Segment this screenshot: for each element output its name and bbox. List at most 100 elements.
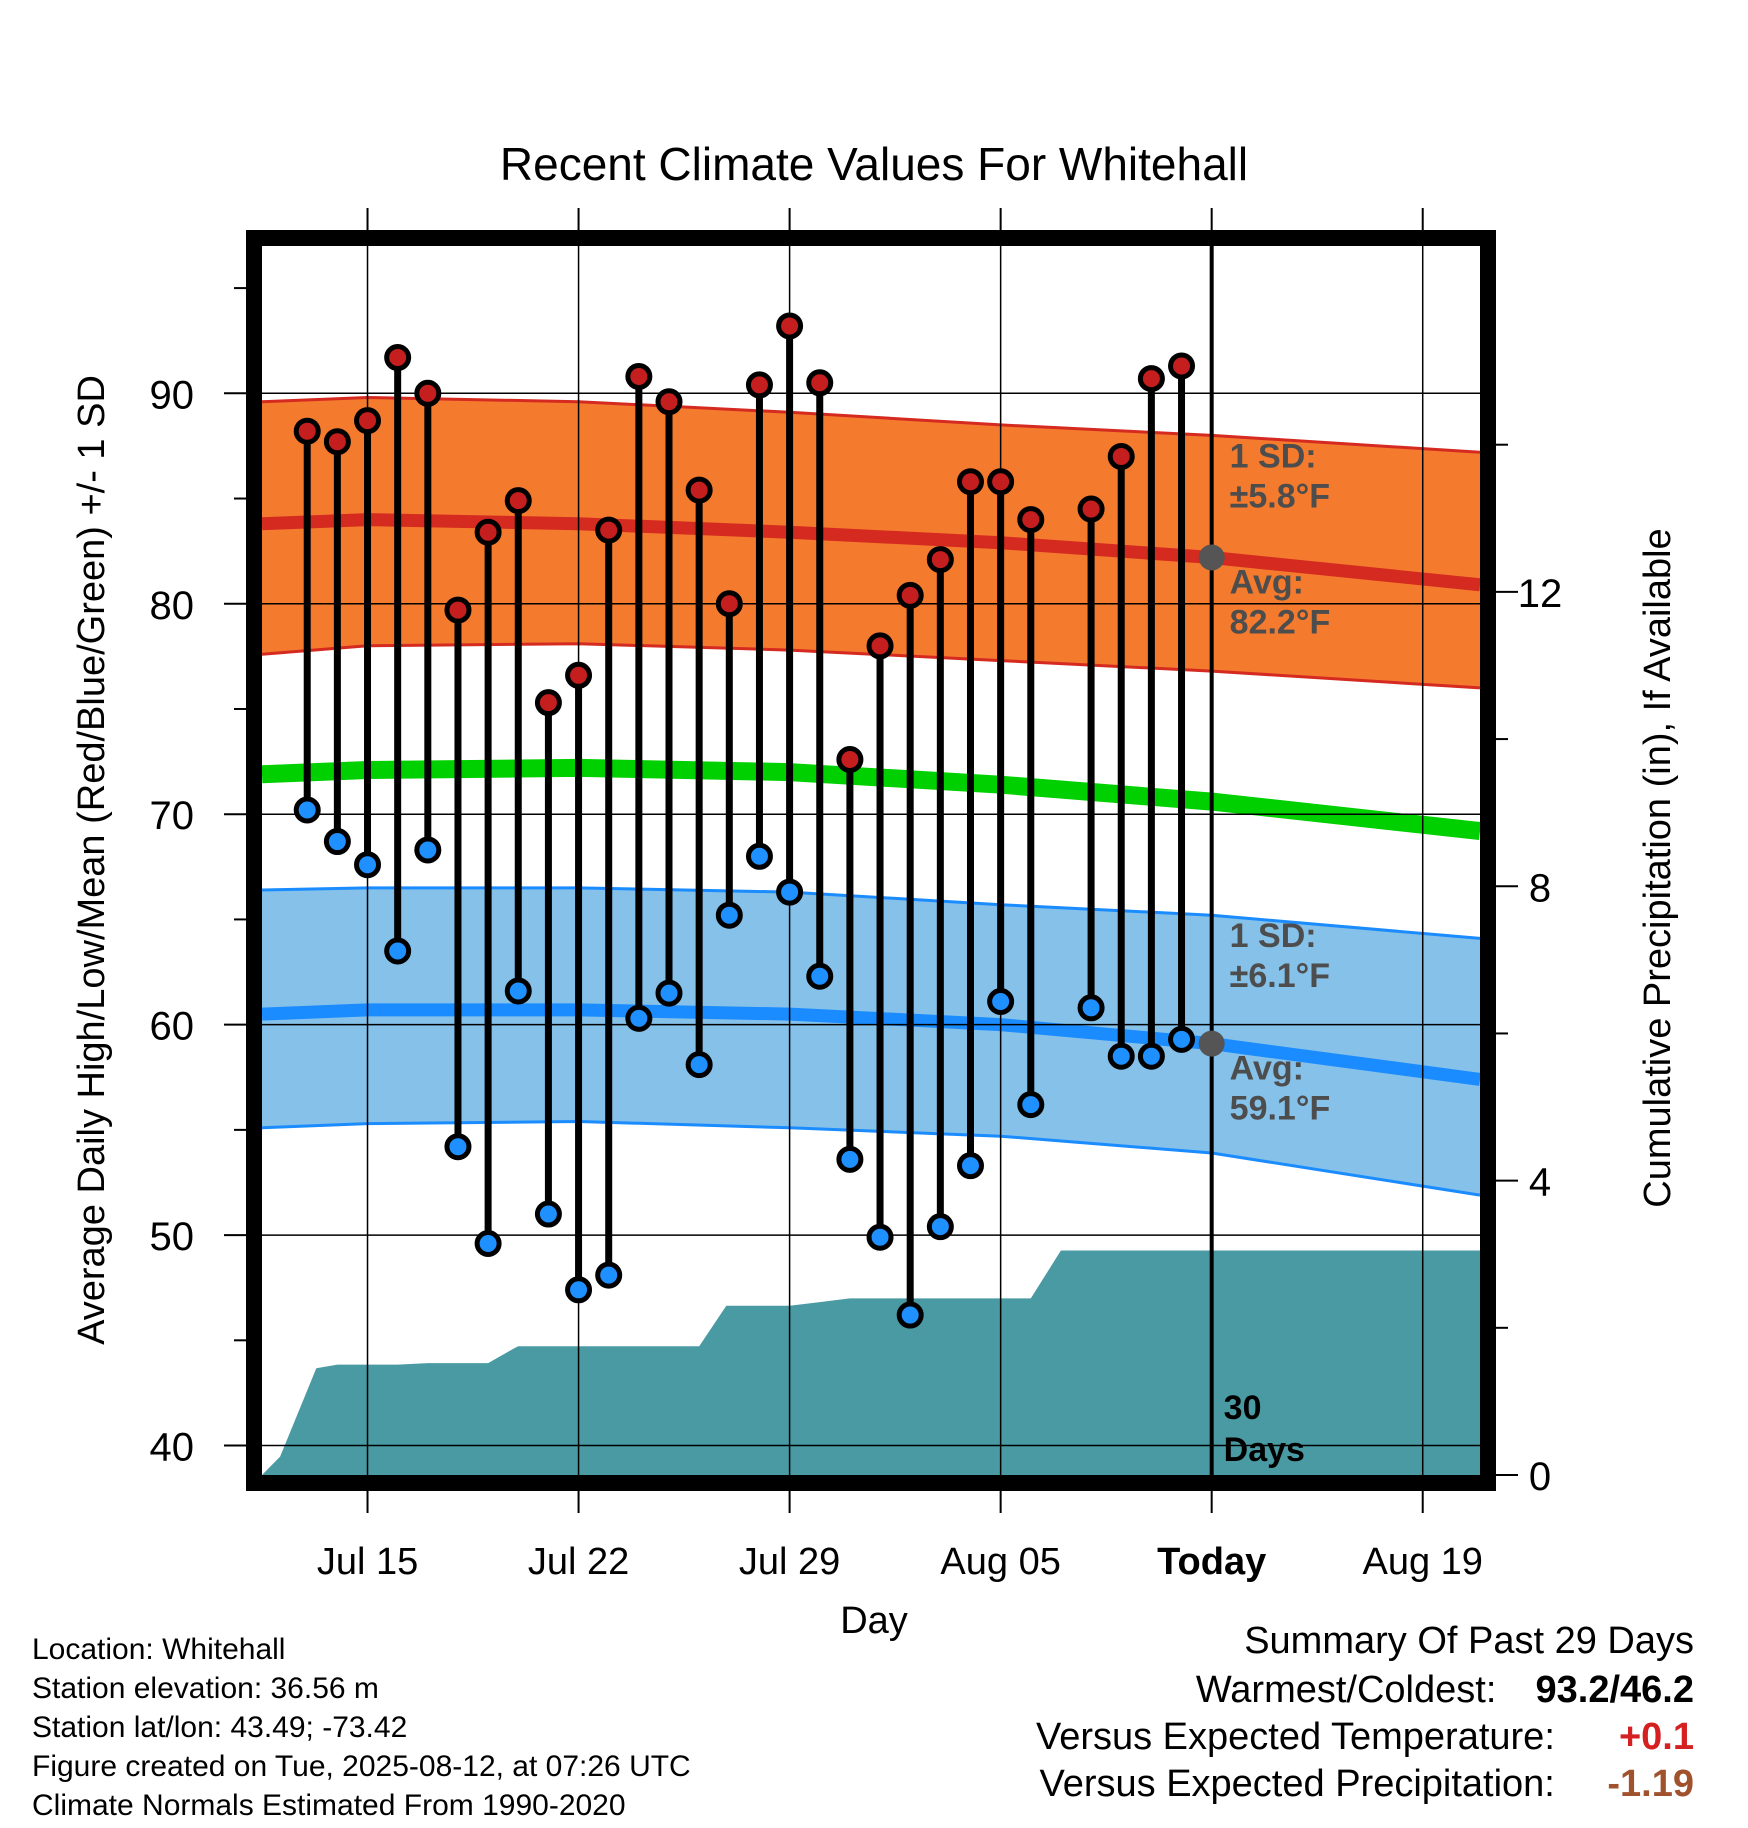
daily-low-point [1077,994,1105,1022]
low-sd-label-2: ±6.1°F [1230,957,1330,995]
precipitation-area [262,1250,1480,1475]
summary-title: Summary Of Past 29 Days [1244,1620,1694,1662]
x-axis-label: Day [840,1600,908,1642]
x-tick-label: Jul 29 [739,1541,840,1583]
low-avg-label-1: Avg: [1230,1050,1304,1088]
x-tick-label: Aug 05 [940,1541,1060,1583]
daily-high-point [745,371,773,399]
y-tick-label: 70 [150,794,195,838]
today-high-normal-marker [1198,544,1225,571]
daily-high-point [565,661,593,689]
daily-high-point [1107,442,1135,470]
normals-text: Climate Normals Estimated From 1990-2020 [32,1789,626,1822]
plot-frame [246,230,1496,1491]
daily-high-point [595,516,623,544]
daily-high-point [655,388,683,416]
daily-low-point [323,828,351,856]
mean-avg-line [262,758,1480,840]
daily-high-point [806,369,834,397]
y2-axis-label: Cumulative Precipitation (in), If Availa… [1637,528,1679,1207]
daily-low-point [384,937,412,965]
y-tick-label: 80 [150,584,195,628]
latlon-text: Station lat/lon: 43.49; -73.42 [32,1711,408,1744]
daily-high-point [444,596,472,624]
daily-high-point [956,468,984,496]
daily-low-point [987,987,1015,1015]
low-avg-label-2: 59.1°F [1230,1090,1331,1128]
daily-low-point [1017,1091,1045,1119]
daily-high-point [926,546,954,574]
daily-high-point [354,407,382,435]
daily-high-point [896,581,924,609]
daily-low-point [685,1051,713,1079]
daily-high-point [1137,365,1165,393]
warmest-coldest-label: Warmest/Coldest: [1195,1669,1497,1711]
elevation-text: Station elevation: 36.56 m [32,1672,379,1705]
daily-low-point [414,836,442,864]
daily-low-point [896,1301,924,1329]
daily-high-point [836,745,864,773]
daily-low-point [745,842,773,870]
daily-high-point [776,312,804,340]
daily-low-point [1168,1025,1196,1053]
daily-low-point [595,1261,623,1289]
station-info: Location: Whitehall Station elevation: 3… [32,1630,691,1825]
daily-low-point [565,1276,593,1304]
daily-high-point [1168,352,1196,380]
x-tick-label: Today [1157,1541,1266,1583]
daily-low-point [655,979,683,1007]
precipitation-label: Versus Expected Precipitation: [1039,1763,1555,1805]
daily-high-point [414,379,442,407]
daily-high-point [1077,495,1105,523]
daily-high-point [323,428,351,456]
daily-low-point [504,977,532,1005]
y2-tick-label: 8 [1529,866,1551,910]
high-sd-label-2: ±5.8°F [1230,477,1330,515]
daily-low-point [1137,1042,1165,1070]
daily-low-point [1107,1042,1135,1070]
y-tick-label: 90 [150,373,195,417]
daily-low-point [534,1200,562,1228]
daily-low-point [806,962,834,990]
high-sd-label-1: 1 SD: [1230,437,1317,475]
daily-low-point [956,1152,984,1180]
x-tick-label: Aug 19 [1362,1541,1482,1583]
y-tick-label: 40 [150,1426,195,1470]
y-tick-label: 50 [150,1215,195,1259]
summary-panel: Summary Of Past 29 Days Warmest/Coldest:… [1036,1620,1694,1806]
daily-low-point [836,1145,864,1173]
daily-high-point [625,362,653,390]
y-tick-label: 60 [150,1005,195,1049]
daily-low-point [293,796,321,824]
daily-low-point [715,901,743,929]
daily-high-point [1017,506,1045,534]
daily-high-point [987,468,1015,496]
daily-low-point [474,1230,502,1258]
temperature-value: +0.1 [1618,1716,1694,1758]
x-tick-label: Jul 22 [528,1541,629,1583]
temperature-label: Versus Expected Temperature: [1035,1716,1555,1758]
low-sd-label-1: 1 SD: [1230,917,1317,955]
high-avg-label-1: Avg: [1230,563,1304,601]
created-text: Figure created on Tue, 2025-08-12, at 07… [32,1750,691,1783]
daily-low-point [866,1223,894,1251]
daily-low-point [625,1004,653,1032]
daily-high-point [384,344,412,372]
chart-title: Recent Climate Values For Whitehall [500,138,1248,190]
today-low-normal-marker [1198,1030,1225,1057]
daily-high-point [293,417,321,445]
location-text: Location: Whitehall [32,1633,286,1666]
high-avg-label-2: 82.2°F [1230,603,1331,641]
days-count-label-1: 30 [1224,1389,1262,1427]
daily-high-point [534,689,562,717]
daily-low-point [926,1213,954,1241]
daily-high-point [685,476,713,504]
temperature-row: Versus Expected Temperature: +0.1 [1036,1716,1694,1759]
daily-high-point [474,518,502,546]
x-tick-label: Jul 15 [317,1541,418,1583]
daily-low-point [776,878,804,906]
y2-tick-label: 0 [1529,1455,1551,1499]
days-count-label-2: Days [1224,1431,1305,1469]
y-axis-label: Average Daily High/Low/Mean (Red/Blue/Gr… [71,375,113,1345]
